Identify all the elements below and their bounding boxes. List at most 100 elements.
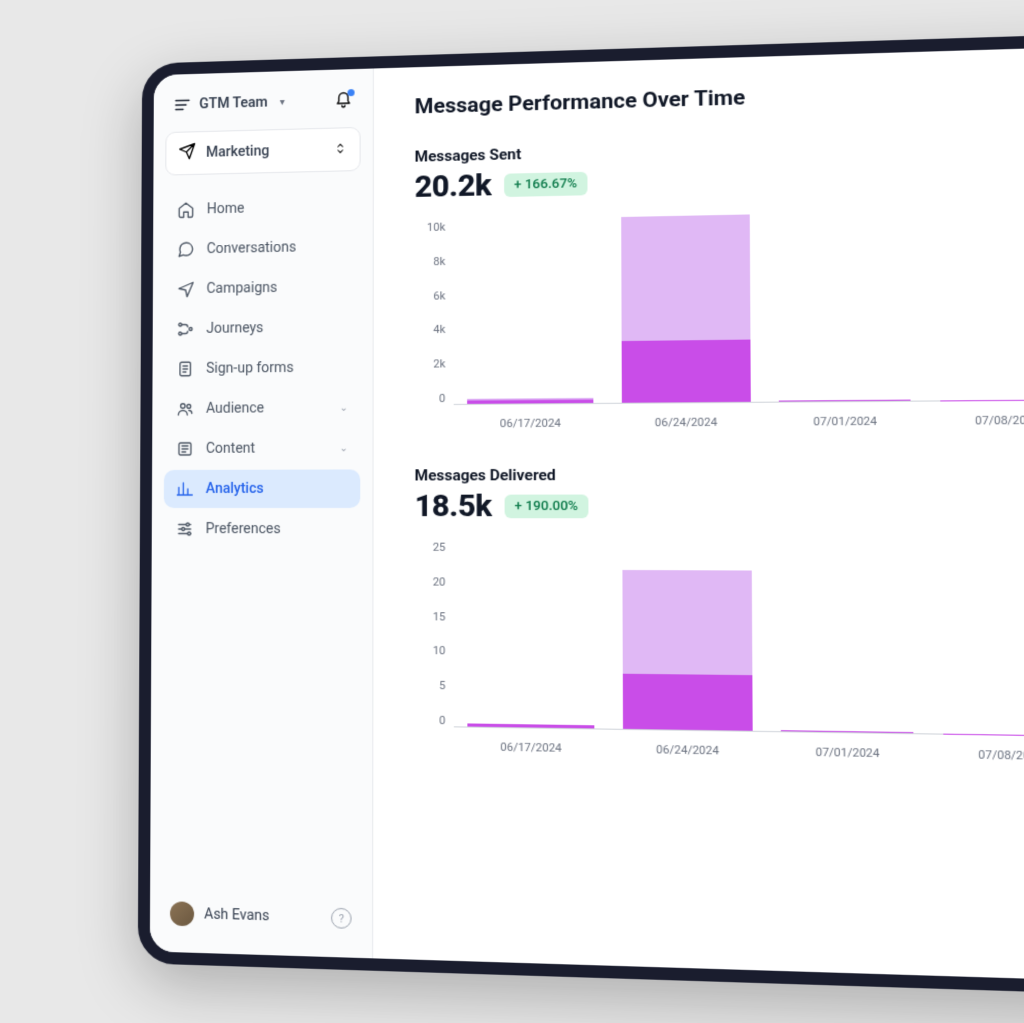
avatar xyxy=(170,901,194,926)
form-icon xyxy=(176,360,194,378)
metric-row: 18.5k + 190.00% xyxy=(415,487,1024,525)
bar-segment xyxy=(779,399,911,401)
chart-icon xyxy=(176,480,194,498)
sidebar-item-label: Content xyxy=(206,441,255,457)
chart: 10k8k6k4k2k006/17/202406/24/202407/01/20… xyxy=(415,204,1024,433)
bar-group xyxy=(608,541,767,731)
x-tick: 06/17/2024 xyxy=(454,408,608,434)
user-name: Ash Evans xyxy=(204,906,269,924)
page-title: Message Performance Over Time xyxy=(415,71,1024,119)
metric-title: Messages Delivered xyxy=(415,464,1024,485)
sidebar-item-label: Conversations xyxy=(207,239,297,257)
bar-group xyxy=(924,208,1024,401)
bar-stack xyxy=(781,716,914,733)
y-tick: 10k xyxy=(415,221,446,235)
metric-value: 18.5k xyxy=(415,489,492,525)
paper-plane-icon xyxy=(178,142,196,164)
y-axis: 2520151050 xyxy=(415,541,446,728)
charts-container: Messages Sent20.2k+ 166.67%10k8k6k4k2k00… xyxy=(415,127,1024,770)
sliders-icon xyxy=(176,520,194,538)
metric-section: Messages Delivered18.5k+ 190.00%25201510… xyxy=(415,464,1024,770)
flow-icon xyxy=(176,320,194,338)
x-tick: 07/08/2024 xyxy=(926,405,1024,431)
user-menu[interactable]: Ash Evans xyxy=(170,901,269,928)
sidebar-item-label: Sign-up forms xyxy=(206,360,294,377)
chart: 252015105006/17/202406/24/202407/01/2024… xyxy=(415,541,1024,770)
bar-segment xyxy=(621,214,750,341)
bar-segment xyxy=(622,340,751,403)
x-axis: 06/17/202406/24/202407/01/202407/08/2024… xyxy=(454,731,1024,769)
bar-stack xyxy=(622,556,752,731)
sidebar-item-journeys[interactable]: Journeys xyxy=(165,308,361,349)
metric-section: Messages Sent20.2k+ 166.67%10k8k6k4k2k00… xyxy=(415,127,1024,434)
chevron-down-icon: ⌄ xyxy=(340,402,349,413)
team-logo-icon xyxy=(173,96,191,114)
chevron-down-icon: ▾ xyxy=(280,97,285,108)
bar-segment xyxy=(467,399,593,403)
notifications-button[interactable] xyxy=(334,91,352,110)
bar-group xyxy=(454,541,609,729)
bar-segment xyxy=(468,724,595,729)
sidebar-item-content[interactable]: Content ⌄ xyxy=(164,429,360,468)
y-tick: 0 xyxy=(415,392,446,405)
y-tick: 4k xyxy=(415,323,446,337)
x-tick: 07/01/2024 xyxy=(767,736,929,764)
team-name: GTM Team xyxy=(199,95,268,113)
x-tick: 07/01/2024 xyxy=(765,406,926,432)
y-tick: 2k xyxy=(415,357,446,370)
bar-stack xyxy=(468,704,595,728)
bar-group xyxy=(764,211,926,402)
sidebar-item-campaigns[interactable]: Campaigns xyxy=(165,267,361,308)
sidebar-item-conversations[interactable]: Conversations xyxy=(165,227,361,269)
x-axis: 06/17/202406/24/202407/01/202407/08/2024… xyxy=(454,403,1024,433)
bar-stack xyxy=(467,373,593,404)
bar-segment xyxy=(940,399,1024,400)
sidebar-item-label: Preferences xyxy=(206,521,281,537)
delta-badge: + 190.00% xyxy=(504,495,588,519)
y-tick: 15 xyxy=(415,610,446,624)
people-icon xyxy=(176,400,194,418)
x-tick: 07/08/2024 xyxy=(929,739,1024,767)
bar-stack xyxy=(779,385,911,401)
send-icon xyxy=(177,280,195,298)
sidebar-nav: Home Conversations Campaigns Journeys Sign-u… xyxy=(162,187,360,896)
bell-icon xyxy=(334,91,352,110)
bar-segment xyxy=(943,733,1024,735)
sidebar-item-label: Campaigns xyxy=(206,280,277,297)
bar-stack xyxy=(621,214,751,402)
home-icon xyxy=(177,201,195,219)
team-selector[interactable]: GTM Team ▾ xyxy=(173,93,284,114)
sidebar-footer: Ash Evans ? xyxy=(162,891,360,942)
workspace-selector[interactable]: Marketing xyxy=(165,127,360,176)
y-tick: 25 xyxy=(415,541,446,554)
bar-segment xyxy=(622,570,752,675)
main-content: Message Performance Over Time Messages S… xyxy=(373,40,1024,987)
y-tick: 8k xyxy=(415,255,446,269)
content-icon xyxy=(176,440,194,458)
sidebar-item-label: Home xyxy=(207,201,245,218)
bar-stack xyxy=(940,391,1024,401)
y-axis: 10k8k6k4k2k0 xyxy=(415,221,446,406)
y-tick: 20 xyxy=(415,575,446,588)
sidebar: GTM Team ▾ Marketing Home Conversations Ca… xyxy=(150,68,374,958)
chat-icon xyxy=(177,240,195,258)
bar-segment xyxy=(623,673,753,730)
y-tick: 5 xyxy=(415,679,446,693)
device-frame: GTM Team ▾ Marketing Home Conversations Ca… xyxy=(138,27,1024,1001)
sidebar-item-preferences[interactable]: Preferences xyxy=(164,510,361,549)
sidebar-item-analytics[interactable]: Analytics xyxy=(164,469,360,508)
x-tick: 06/17/2024 xyxy=(454,731,609,758)
metric-value: 20.2k xyxy=(415,168,492,205)
chevron-down-icon: ⌄ xyxy=(340,443,349,454)
plot-area xyxy=(454,204,1024,405)
x-tick: 06/24/2024 xyxy=(609,734,767,762)
sidebar-item-home[interactable]: Home xyxy=(165,187,361,229)
sidebar-item-label: Journeys xyxy=(206,320,263,337)
plot-area xyxy=(454,541,1024,740)
help-button[interactable]: ? xyxy=(331,908,352,929)
sidebar-item-sign-up-forms[interactable]: Sign-up forms xyxy=(164,348,360,388)
sidebar-item-audience[interactable]: Audience⌄ xyxy=(164,388,360,428)
delta-badge: + 166.67% xyxy=(504,172,588,197)
bar-segment xyxy=(781,730,914,733)
sidebar-header: GTM Team ▾ xyxy=(166,85,361,120)
